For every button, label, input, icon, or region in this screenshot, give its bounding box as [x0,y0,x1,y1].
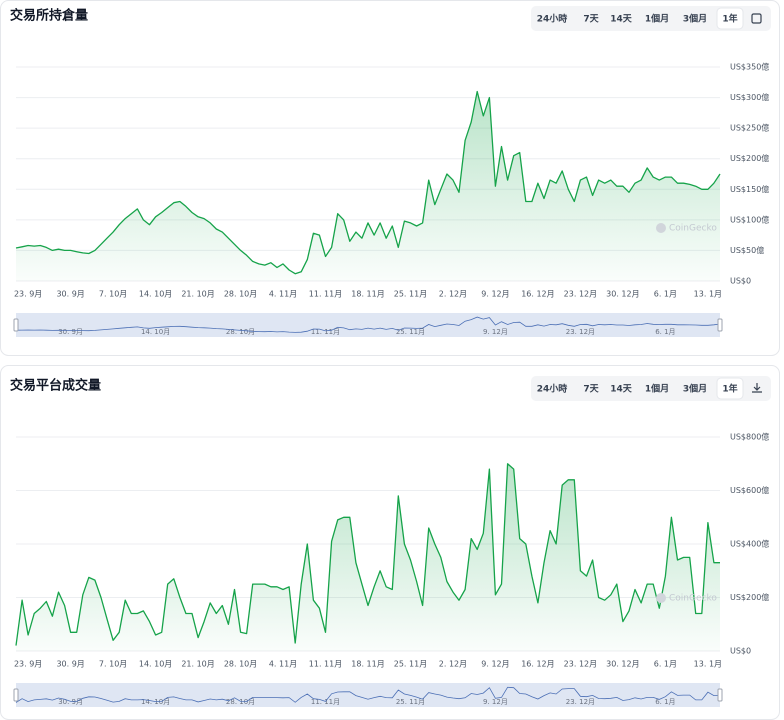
y-tick-label: US$0 [730,277,751,286]
x-tick-label: 2. 12月 [439,660,467,669]
range-button[interactable]: 24小時 [537,13,568,25]
x-tick-label: 7. 10月 [99,660,127,669]
x-tick-label: 21. 10月 [181,660,214,669]
watermark-logo [656,223,666,233]
chart-title: 交易所持倉量 [10,8,88,24]
y-tick-label: US$250億 [730,123,769,133]
navigator-handle[interactable] [13,318,19,332]
navigator-line [15,686,720,703]
navigator [16,683,720,707]
x-tick-label: 4. 11月 [269,660,297,669]
range-button[interactable]: 24小時 [537,383,568,395]
x-tick-label: 30. 9月 [56,290,84,299]
line [15,90,721,275]
watermark: CoinGecko [669,224,717,234]
range-button[interactable]: 7天 [583,14,599,25]
y-tick-label: US$800億 [730,432,769,442]
x-tick-label: 30. 12月 [606,290,639,299]
x-tick-label: 13. 1月 [694,290,722,299]
calendar-icon[interactable] [751,13,762,24]
y-tick-label: US$400億 [730,539,769,549]
area [16,91,720,281]
y-tick-label: US$50億 [730,245,764,255]
navigator-label: 30. 9月 [58,328,83,336]
x-tick-label: 7. 10月 [99,290,127,299]
x-tick-label: 14. 10月 [139,660,172,669]
x-tick-label: 21. 10月 [181,290,214,299]
y-tick-label: US$100億 [730,214,769,224]
range-button[interactable]: 1個月 [645,383,669,395]
range-button[interactable]: 1年 [722,383,737,395]
range-button[interactable]: 14天 [610,384,633,395]
watermark-logo [656,593,666,603]
navigator-label: 23. 12月 [566,328,595,336]
range-button[interactable]: 7天 [583,384,599,395]
x-tick-label: 18. 11月 [351,660,384,669]
area [16,463,720,651]
navigator-label: 25. 11月 [396,328,425,336]
y-tick-label: US$150億 [730,184,769,194]
y-tick-label: US$300億 [730,92,769,102]
range-button[interactable]: 1個月 [645,13,669,25]
x-tick-label: 13. 1月 [694,660,722,669]
x-tick-label: 6. 1月 [654,290,677,299]
x-tick-label: 14. 10月 [139,290,172,299]
navigator-line [15,316,721,333]
navigator-label: 6. 1月 [655,328,675,336]
y-tick-label: US$200億 [730,153,769,163]
navigator-label: 25. 11月 [396,698,425,706]
navigator-label: 28. 10月 [226,698,255,706]
x-tick-label: 28. 10月 [224,290,257,299]
navigator-label: 30. 9月 [58,698,83,706]
y-tick-label: US$600億 [730,485,769,495]
range-button[interactable]: 14天 [610,14,633,25]
button-selected [716,7,744,30]
x-tick-label: 4. 11月 [269,290,297,299]
range-button[interactable]: 3個月 [683,383,707,395]
navigator-label: 14. 10月 [141,328,170,336]
button-bar [531,376,771,401]
x-tick-label: 16. 12月 [521,660,554,669]
line [15,463,720,646]
navigator-label: 6. 1月 [655,698,675,706]
navigator-label: 23. 12月 [566,698,595,706]
navigator-label: 9. 12月 [483,698,508,706]
x-tick-label: 9. 12月 [481,660,509,669]
navigator-handle[interactable] [717,318,723,332]
x-tick-label: 23. 12月 [564,290,597,299]
x-tick-label: 30. 12月 [606,660,639,669]
x-tick-label: 6. 1月 [654,660,677,669]
range-button[interactable]: 1年 [722,13,737,25]
download-icon[interactable] [752,383,762,393]
y-tick-label: US$350億 [730,62,769,72]
y-tick-label: US$200億 [730,592,769,602]
navigator-label: 11. 11月 [311,698,340,706]
navigator-label: 11. 11月 [311,328,340,336]
x-tick-label: 11. 11月 [309,290,342,299]
button-selected [716,377,744,400]
y-tick-label: US$0 [730,647,751,656]
navigator-label: 9. 12月 [483,328,508,336]
x-tick-label: 18. 11月 [351,290,384,299]
x-tick-label: 2. 12月 [439,290,467,299]
x-tick-label: 23. 9月 [14,660,42,669]
button-bar [531,6,771,31]
x-tick-label: 25. 11月 [394,290,427,299]
x-tick-label: 11. 11月 [309,660,342,669]
chart-title: 交易平台成交量 [10,378,101,394]
x-tick-label: 9. 12月 [481,290,509,299]
x-tick-label: 28. 10月 [224,660,257,669]
x-tick-label: 23. 12月 [564,660,597,669]
navigator-handle[interactable] [717,688,723,702]
x-tick-label: 16. 12月 [521,290,554,299]
navigator-handle[interactable] [13,688,19,702]
watermark: CoinGecko [669,594,717,604]
x-tick-label: 30. 9月 [56,660,84,669]
range-button[interactable]: 3個月 [683,13,707,25]
navigator-label: 28. 10月 [226,328,255,336]
x-tick-label: 25. 11月 [394,660,427,669]
x-tick-label: 23. 9月 [14,290,42,299]
